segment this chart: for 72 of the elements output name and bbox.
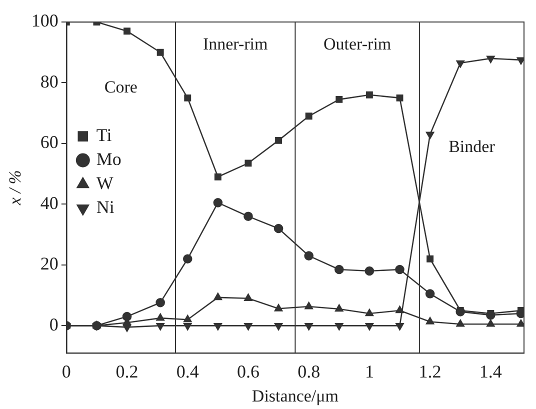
point — [274, 224, 284, 234]
y-tick-label: 0 — [49, 314, 58, 334]
point — [456, 320, 464, 327]
x-tick-label: 0.8 — [298, 362, 320, 382]
point — [396, 94, 404, 102]
y-tick-label: 20 — [40, 254, 58, 274]
x-tick-label: 1 — [364, 362, 374, 382]
point — [122, 312, 132, 322]
point — [516, 320, 524, 327]
y-axis-title: x / % — [6, 170, 25, 206]
annotation: Binder — [448, 137, 496, 156]
point — [426, 132, 434, 140]
point — [274, 304, 283, 312]
y-tick-label: 40 — [40, 192, 58, 213]
point — [214, 173, 222, 180]
point — [304, 251, 314, 260]
point — [365, 323, 374, 330]
x-axis-title: Distance/μm — [252, 386, 338, 406]
point — [486, 56, 495, 64]
point — [365, 308, 374, 316]
annotation: Outer-rim — [324, 34, 392, 54]
point — [304, 302, 313, 310]
x-tick-label: 0.2 — [116, 362, 138, 382]
point — [156, 313, 164, 321]
x-tick-label: 1.4 — [479, 362, 502, 382]
point — [184, 94, 192, 102]
y-tick-label: 80 — [40, 71, 58, 92]
point — [213, 198, 223, 208]
point — [304, 323, 313, 330]
annotation: Core — [104, 78, 138, 97]
point — [425, 289, 435, 298]
point — [305, 112, 312, 120]
point — [184, 323, 192, 330]
y-tick-label: 60 — [40, 132, 58, 152]
point — [244, 160, 252, 167]
point — [275, 136, 282, 144]
point — [426, 317, 434, 324]
point — [334, 264, 344, 274]
point — [396, 323, 404, 330]
point — [156, 48, 164, 56]
legend-label: Ti — [96, 125, 112, 146]
annotation: Inner-rim — [202, 34, 268, 54]
point — [244, 323, 252, 330]
point — [456, 60, 464, 68]
x-tick-label: 0 — [62, 362, 71, 382]
point — [516, 57, 524, 65]
legend-label: Mo — [96, 149, 122, 170]
point — [426, 255, 434, 262]
point — [156, 298, 165, 308]
point — [214, 323, 222, 330]
legend-label: W — [96, 173, 114, 194]
point — [486, 320, 495, 327]
point — [335, 323, 344, 330]
point — [182, 254, 192, 264]
y-tick-label: 100 — [31, 10, 58, 31]
point — [364, 266, 374, 276]
point — [124, 28, 130, 35]
point — [214, 292, 222, 300]
x-tick-label: 0.6 — [236, 362, 260, 382]
point — [396, 306, 404, 314]
x-tick-label: 0.4 — [176, 362, 199, 382]
point — [335, 304, 344, 312]
point — [274, 323, 283, 330]
point — [244, 212, 253, 221]
point — [366, 91, 373, 98]
x-tick-label: 1.2 — [418, 362, 442, 382]
point — [244, 294, 252, 301]
point — [336, 96, 343, 103]
point — [184, 314, 192, 322]
point — [395, 264, 404, 274]
legend-label: Ni — [96, 197, 114, 218]
point — [156, 323, 164, 330]
